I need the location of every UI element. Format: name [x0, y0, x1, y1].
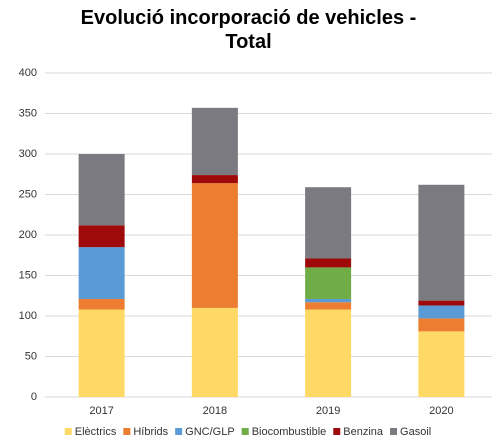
y-tick-label: 100: [19, 310, 37, 322]
legend-label: Híbrids: [133, 426, 168, 438]
y-tick-label: 0: [31, 391, 37, 403]
legend-swatch: [241, 428, 249, 435]
y-tick-label: 150: [19, 269, 37, 281]
x-tick-label: 2020: [429, 405, 453, 417]
legend-label: Biocombustible: [252, 426, 327, 438]
legend-swatch: [64, 428, 72, 435]
x-tick-label: 2018: [203, 405, 227, 417]
chart-title: Evolució incorporació de vehicles - Tota…: [80, 7, 417, 53]
bar-segment: [78, 298, 125, 310]
bar-segment: [418, 331, 465, 397]
bar-segment: [305, 309, 352, 397]
legend-label: Benzina: [343, 426, 384, 438]
bar-segment: [418, 184, 465, 301]
bar-segment: [305, 298, 352, 303]
bar-segment: [191, 175, 238, 184]
legend-swatch: [123, 428, 131, 435]
x-tick-label: 2019: [316, 405, 340, 417]
y-tick-label: 400: [19, 67, 37, 79]
y-tick-label: 250: [19, 188, 37, 200]
bar-segment: [305, 267, 352, 299]
bar-segment: [191, 183, 238, 308]
y-tick-label: 300: [19, 148, 37, 160]
bar-segment: [418, 305, 465, 319]
x-tick-label: 2017: [89, 405, 113, 417]
bar-segment: [305, 187, 352, 259]
bar-segment: [305, 302, 352, 310]
bar-segment: [78, 154, 125, 226]
y-tick-label: 50: [25, 350, 37, 362]
legend-swatch: [175, 428, 183, 435]
legend-swatch: [333, 428, 341, 435]
bar-segment: [418, 300, 465, 306]
legend-label: GNC/GLP: [185, 426, 235, 438]
title-box: Evolució incorporació de vehicles - Tota…: [0, 6, 497, 54]
y-tick-label: 350: [19, 107, 37, 119]
bar-segment: [78, 247, 125, 299]
bar-segment: [305, 258, 352, 268]
y-tick-label: 200: [19, 229, 37, 241]
legend-label: Gasoil: [400, 426, 431, 438]
legend-label: Elèctrics: [75, 426, 117, 438]
bar-segment: [78, 309, 125, 397]
bar-segment: [191, 307, 238, 397]
bar-segment: [418, 318, 465, 332]
bar-segment: [191, 107, 238, 176]
legend-swatch: [390, 428, 398, 435]
bar-segment: [78, 225, 125, 248]
